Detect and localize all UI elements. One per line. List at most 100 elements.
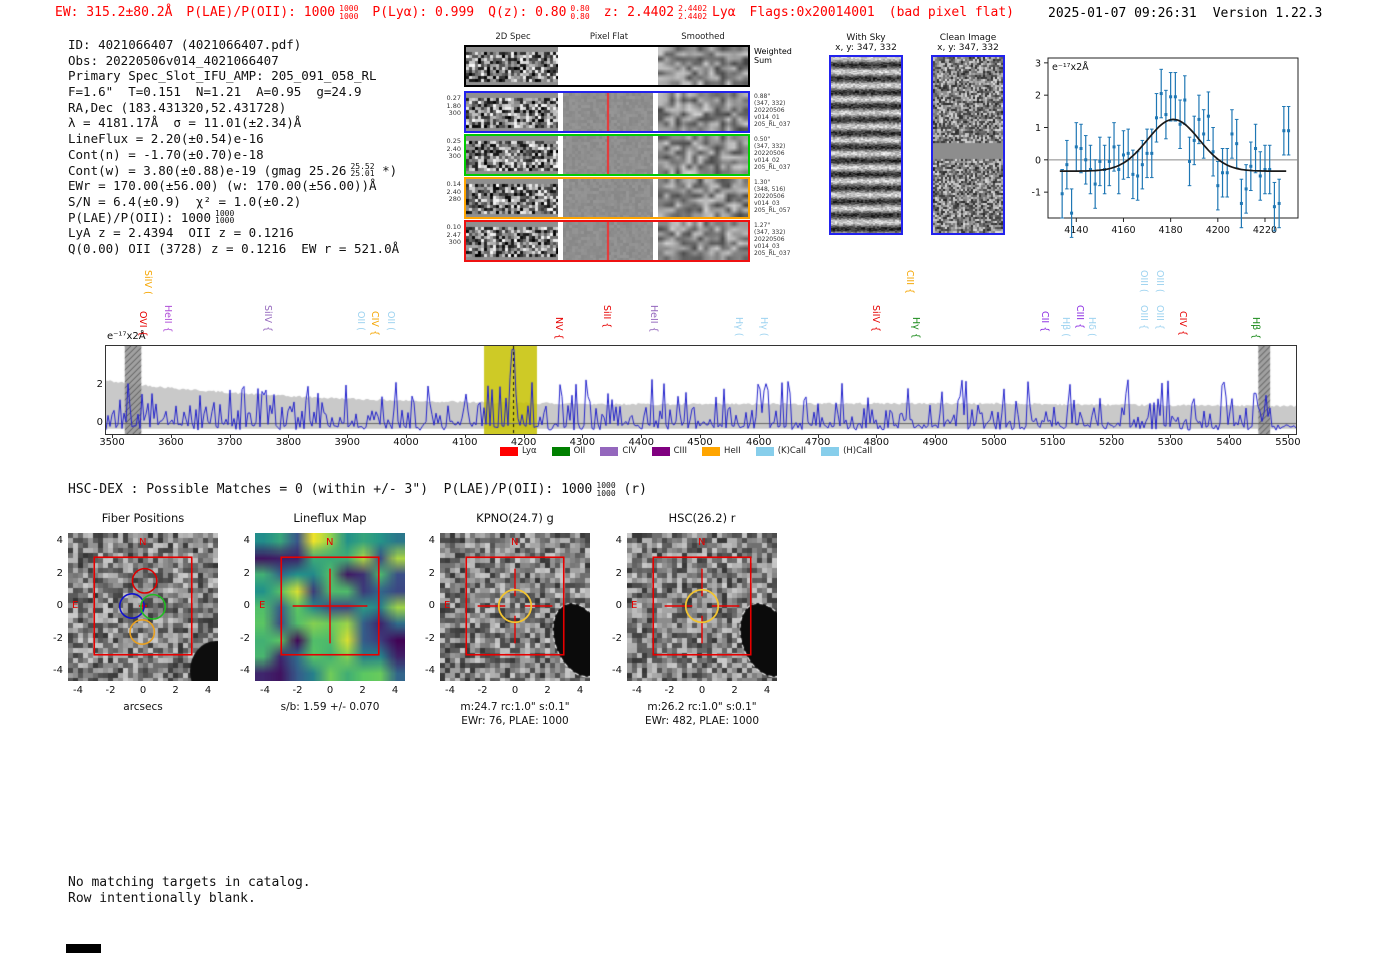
cutout-y-tick: -4 xyxy=(612,665,622,676)
footer-line-2: Row intentionally blank. xyxy=(68,891,256,906)
compass-north-label: N xyxy=(511,537,519,548)
spec2d-image-fiber-1 xyxy=(466,93,558,131)
cutout-x-tick: -2 xyxy=(105,685,116,696)
cutout-y-tick: 0 xyxy=(56,600,63,611)
emission-line-label-nv: NV { xyxy=(553,316,565,340)
x-tick-mark xyxy=(112,434,114,438)
emission-line-label-heii: HeII { xyxy=(648,305,660,334)
emission-line-label-h: Hδ ( xyxy=(1086,316,1098,337)
spec2d-row-right-labels: 0.88" (347, 332) 20220506 v014_01 205_RL_037 xyxy=(754,93,791,128)
x-tick-label: 5500 xyxy=(1275,437,1301,448)
spec2d-row-left-labels: 0.14 2.40 280 xyxy=(446,180,461,203)
cutout-x-tick: 0 xyxy=(511,685,519,696)
legend-item-oii: OII xyxy=(551,446,585,456)
data-point xyxy=(1235,142,1239,146)
cutout-x-tick: 2 xyxy=(544,685,551,696)
cutout-xlabel: arcsecs xyxy=(123,701,163,713)
p-lya-value: P(Lyα): 0.999 xyxy=(372,5,475,20)
data-point xyxy=(1140,163,1144,167)
legend-swatch xyxy=(755,446,774,456)
info-line-9: Cont(w) = 3.80(±0.88)e-19 (gmag 25.26 25.… xyxy=(68,161,398,179)
cutout-caption: m:26.2 rc:1.0" s:0.1" xyxy=(647,701,757,713)
legend-item-kcaii: (K)CaII xyxy=(755,446,806,456)
stacked-range: 25.52 25.01 xyxy=(350,161,375,179)
cutout-overlay xyxy=(93,556,193,656)
cutout-x-tick: 0 xyxy=(139,685,147,696)
cutout-overlay xyxy=(280,556,380,656)
cutout-y-tick: 2 xyxy=(615,567,622,579)
legend-swatch xyxy=(651,446,670,456)
data-point xyxy=(1192,138,1196,142)
info-line-12: P(LAE)/P(OII): 1000 1000 1000 xyxy=(68,208,235,226)
data-point xyxy=(1239,201,1243,205)
cutout-x-tick: 0 xyxy=(326,685,334,696)
x-tick-label: 4140 xyxy=(1064,225,1088,236)
spec2d-row-fiber-1 xyxy=(464,91,750,133)
info-line-2: Obs: 20220506v014_4021066407 xyxy=(68,52,279,68)
info-line-10: EWr = 170.00(±56.00) (w: 170.00(±56.00))… xyxy=(68,178,377,194)
x-tick-mark xyxy=(1111,434,1113,438)
data-point xyxy=(1211,150,1215,154)
aperture-circle xyxy=(684,588,720,624)
cutout-x-tick: 0 xyxy=(698,685,706,696)
legend-swatch xyxy=(702,446,721,456)
x-tick-mark xyxy=(229,434,231,438)
x-tick-label: 4900 xyxy=(922,437,948,448)
x-tick-label: 5400 xyxy=(1216,437,1242,448)
legend-swatch xyxy=(551,446,570,456)
x-tick-mark xyxy=(1052,434,1054,438)
data-point xyxy=(1154,116,1158,120)
with-sky-panel: With Sky x, y: 347, 332 xyxy=(811,33,921,239)
with-sky-title: With Sky xyxy=(846,33,886,43)
data-point xyxy=(1206,114,1210,118)
spec2d-section: 2D Spec Pixel Flat Smoothed Weighted Sum 0… xyxy=(440,30,810,265)
fiber-circle xyxy=(118,593,145,619)
fiber-circle xyxy=(131,567,158,594)
cutout-y-tick: 4 xyxy=(56,535,63,546)
emission-line-label-heii: HeII { xyxy=(161,305,173,334)
data-point xyxy=(1136,174,1140,178)
x-tick-label: 4000 xyxy=(393,437,419,448)
data-point xyxy=(1258,174,1262,178)
pixel-flat-image-fiber-3 xyxy=(563,179,653,217)
clean-image-coords: x, y: 347, 332 xyxy=(937,43,999,53)
data-point xyxy=(1060,192,1064,196)
cutout-y-tick: -2 xyxy=(240,632,250,644)
spectrum-plot-frame xyxy=(105,345,1297,435)
data-point xyxy=(1164,113,1168,117)
spec2d-row-right-labels: 1.30" (348, 516) 20220506 v014_03 205_RL_057 xyxy=(754,179,791,214)
spectrum-legend: Lyα OII CIV CIII HeII (K)CaII (H)CaII xyxy=(500,446,872,456)
y-tick-label: 3 xyxy=(1035,58,1041,69)
x-tick-mark xyxy=(817,434,819,438)
compass-east-label: E xyxy=(631,600,638,611)
ew-value: EW: 315.2±80.2Å xyxy=(55,5,173,20)
compass-east-label: E xyxy=(259,600,266,611)
spec2d-header-pixelflat: Pixel Flat xyxy=(589,32,629,42)
with-sky-image xyxy=(829,55,903,235)
x-tick-label: 5200 xyxy=(1098,437,1125,448)
data-point xyxy=(1145,151,1149,155)
compass-north-label: N xyxy=(139,537,147,548)
cutout-x-tick: -4 xyxy=(445,685,455,696)
x-tick-mark xyxy=(464,434,466,438)
x-tick-label: 5300 xyxy=(1157,437,1184,448)
data-point xyxy=(1098,159,1102,163)
x-tick-mark xyxy=(1170,434,1172,438)
fiber-circle xyxy=(129,619,156,645)
cutout-x-tick: 4 xyxy=(391,685,399,696)
info-line-14: Q(0.00) OII (3728) z = 0.1216 EW r = 521… xyxy=(68,240,400,256)
clean-image-title: Clean Image xyxy=(939,33,997,43)
spec2d-row-right-labels: Weighted Sum xyxy=(754,47,792,65)
data-point xyxy=(1282,129,1286,133)
legend-item-civ: CIV xyxy=(600,446,637,456)
legend-swatch xyxy=(600,446,619,456)
data-point xyxy=(1065,163,1069,167)
extraction-box xyxy=(93,556,193,656)
x-tick-label: 4160 xyxy=(1111,225,1135,236)
data-point xyxy=(1272,205,1276,209)
x-tick-mark xyxy=(758,434,760,438)
spec2d-row-left-labels: 0.25 2.40 300 xyxy=(446,137,461,160)
cutout-panel-linefluxmap: Lineflux Map N E 4 2 0 -2 -4 -4 -2 0 2 4 s/b: 1.59 +/… xyxy=(210,505,450,740)
legend-item-ciii: CIII xyxy=(651,446,687,456)
